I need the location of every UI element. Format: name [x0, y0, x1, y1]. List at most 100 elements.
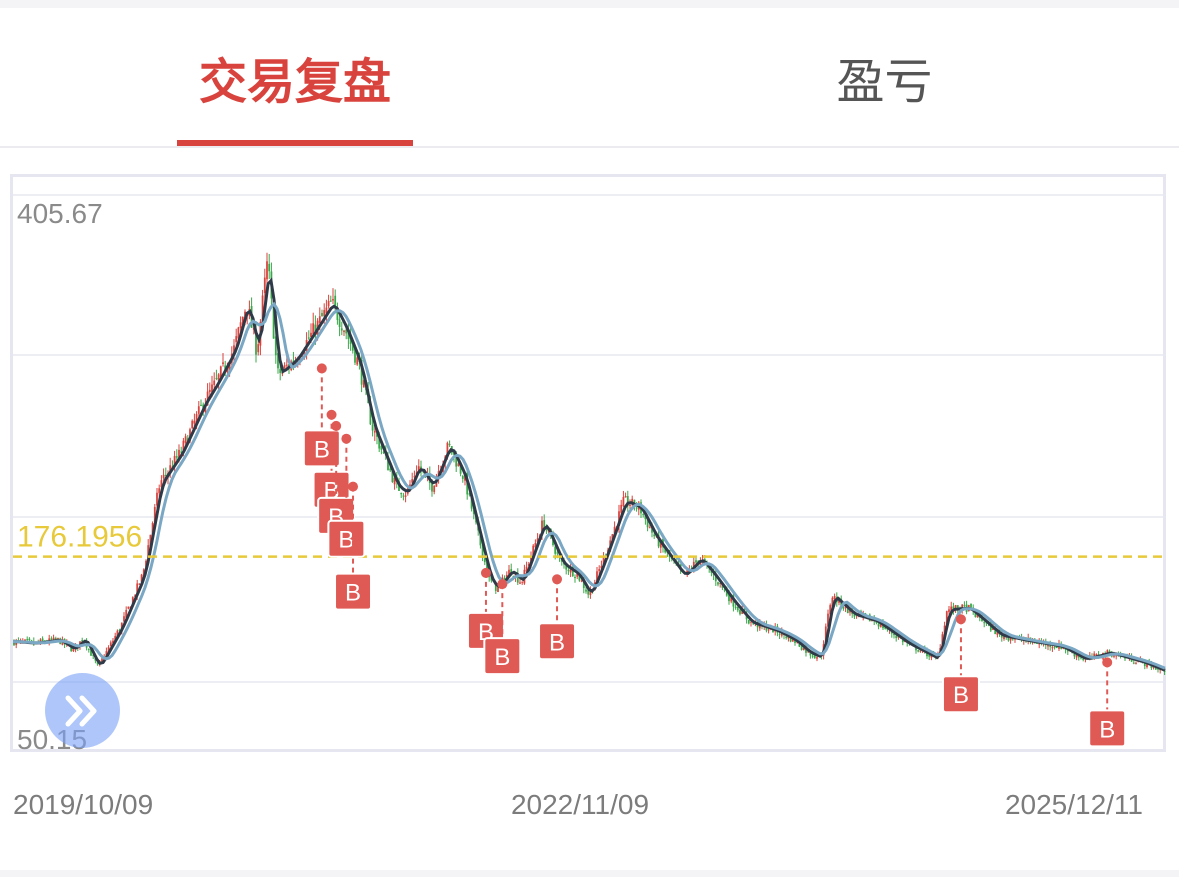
candle-body — [112, 640, 114, 644]
buy-marker: B — [334, 481, 373, 611]
candle-body — [118, 630, 121, 632]
candle-body — [356, 357, 359, 365]
candle-body — [831, 597, 834, 607]
candle-body — [402, 495, 405, 497]
candle-body — [283, 365, 286, 369]
candle-body — [884, 626, 887, 629]
candle-body — [101, 658, 103, 662]
candle-body — [239, 322, 242, 329]
candle-body — [917, 650, 920, 652]
candle-body — [175, 456, 178, 458]
candle-body — [255, 329, 257, 355]
buy-marker: B — [327, 433, 366, 558]
candle-body — [521, 581, 524, 583]
buy-marker-dot — [480, 567, 491, 578]
candle-body — [195, 414, 198, 423]
expand-button[interactable] — [45, 673, 120, 748]
candle-body — [417, 466, 420, 472]
candle-body — [351, 343, 354, 351]
candle-body — [380, 445, 383, 450]
candle-body — [519, 582, 521, 584]
candle-body — [833, 596, 836, 599]
candle-body — [805, 647, 807, 653]
candle-body — [373, 431, 376, 433]
buy-marker-badge — [538, 622, 577, 661]
buy-marker-label: B — [549, 629, 565, 656]
candle-body — [312, 323, 315, 335]
candle-body — [140, 574, 143, 582]
candle-body — [582, 579, 585, 589]
candle-body — [1095, 654, 1098, 656]
candle-body — [530, 556, 532, 563]
candle-body — [739, 609, 741, 615]
candle-body — [321, 312, 323, 317]
candle-body — [274, 336, 277, 356]
candle-body — [369, 402, 372, 425]
candle-body — [983, 622, 986, 624]
candle-body — [180, 451, 183, 453]
buy-marker-badge — [941, 675, 980, 714]
buy-marker-dot — [348, 481, 359, 492]
candle-body — [1073, 652, 1076, 657]
chart-frame[interactable] — [10, 174, 1166, 752]
candle-body — [842, 607, 845, 609]
candle-body — [596, 571, 598, 581]
candle-body — [483, 558, 486, 563]
candle-body — [829, 605, 832, 615]
candle-body — [536, 538, 539, 543]
candle-body — [626, 496, 629, 506]
tab-trade-review[interactable]: 交易复盘 — [198, 54, 391, 110]
candle-body — [571, 566, 574, 576]
candle-body — [1009, 638, 1012, 641]
buy-marker-badge — [483, 637, 522, 676]
buy-marker: B — [483, 579, 522, 676]
candle-body — [301, 355, 304, 357]
candle-body — [404, 495, 407, 497]
candle-body — [318, 316, 321, 323]
candle-body — [228, 364, 231, 371]
buy-marker-badge — [302, 429, 341, 468]
candle-body — [919, 650, 922, 652]
tab-profit-loss[interactable]: 盈亏 — [836, 54, 933, 110]
candle-body — [24, 639, 26, 641]
candle-body — [695, 560, 697, 563]
buy-marker: B — [941, 614, 980, 714]
candle-body — [213, 380, 216, 385]
candle-body — [182, 440, 185, 451]
buy-marker-dot — [497, 579, 508, 590]
buy-marker-label: B — [1099, 716, 1115, 743]
candle-body — [585, 589, 587, 592]
candle-body — [1066, 649, 1069, 652]
candle-body — [730, 596, 733, 602]
candle-body — [114, 635, 117, 641]
candlestick-series — [13, 252, 1166, 675]
candle-body — [541, 520, 543, 535]
candle-body — [778, 633, 781, 635]
candle-body — [142, 569, 145, 577]
buy-marker-dot — [1102, 657, 1113, 668]
candle-body — [587, 590, 590, 595]
buy-marker: B — [302, 363, 341, 468]
candle-body — [1082, 658, 1085, 660]
candle-body — [629, 504, 631, 506]
candle-body — [545, 529, 548, 531]
candle-body — [1132, 662, 1135, 664]
candle-body — [1113, 655, 1115, 657]
candle-body — [184, 436, 187, 443]
candle-body — [169, 465, 172, 472]
candle-body — [532, 545, 535, 559]
buy-marker-dot — [326, 409, 337, 420]
candle-body — [1062, 647, 1065, 649]
candle-body — [1135, 662, 1137, 664]
candle-body — [285, 364, 288, 366]
candle-body — [956, 605, 959, 610]
candle-body — [433, 485, 436, 492]
candle-body — [717, 582, 719, 585]
candle-body — [981, 617, 983, 622]
candle-body — [191, 420, 194, 429]
candle-body — [802, 647, 805, 651]
candle-body — [105, 651, 108, 657]
candle-body — [393, 477, 396, 485]
candle-body — [237, 327, 240, 339]
